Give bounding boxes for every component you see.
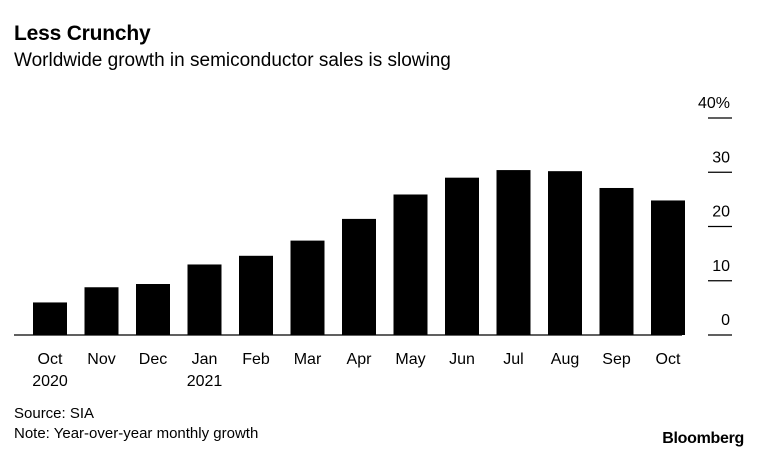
x-tick-year-label: 2020 [32,373,68,390]
y-tick-label: 10 [712,258,730,275]
x-tick-label: Dec [139,351,167,368]
chart-title: Less Crunchy [14,22,151,45]
x-tick-label: Apr [347,351,373,368]
x-tick-label: Mar [294,351,322,368]
x-tick-label: May [395,351,425,368]
x-tick-year-label: 2021 [187,373,223,390]
x-tick-label: Jul [503,351,523,368]
bar [187,264,222,335]
bar [651,200,685,335]
bar [445,177,479,335]
bar [599,187,634,335]
bar [496,170,531,335]
y-tick-label: 30 [712,149,730,166]
footnote: Note: Year-over-year monthly growth [14,425,259,442]
bar [342,218,376,335]
x-tick-label: Nov [87,351,115,368]
x-tick-label: Oct [38,351,63,368]
x-tick-label: Sep [602,351,631,368]
bloomberg-logo: Bloomberg [662,430,744,447]
x-tick-label: Oct [656,351,681,368]
bar [136,284,170,335]
y-tick-label: 40% [698,95,730,112]
x-tick-label: Aug [551,351,579,368]
bar [239,255,273,335]
bar [548,171,582,335]
y-tick-label: 0 [721,312,730,329]
y-tick-label: 20 [712,204,730,221]
x-axis: Oct 2020 Nov Dec Jan 2021 Feb Mar Apr May Jun Jul Au… [32,351,681,390]
x-tick-label: Feb [242,351,270,368]
x-tick-label: Jun [449,351,475,368]
chart-subtitle: Worldwide growth in semiconductor sales … [14,50,451,71]
x-tick-label: Jan [192,351,218,368]
bar [290,240,325,335]
bar [33,302,67,335]
bar [84,287,119,335]
bar [393,194,428,335]
bars-group [14,170,685,336]
y-axis: 0 10 20 30 40% [698,95,732,336]
source-note: Source: SIA [14,405,95,422]
